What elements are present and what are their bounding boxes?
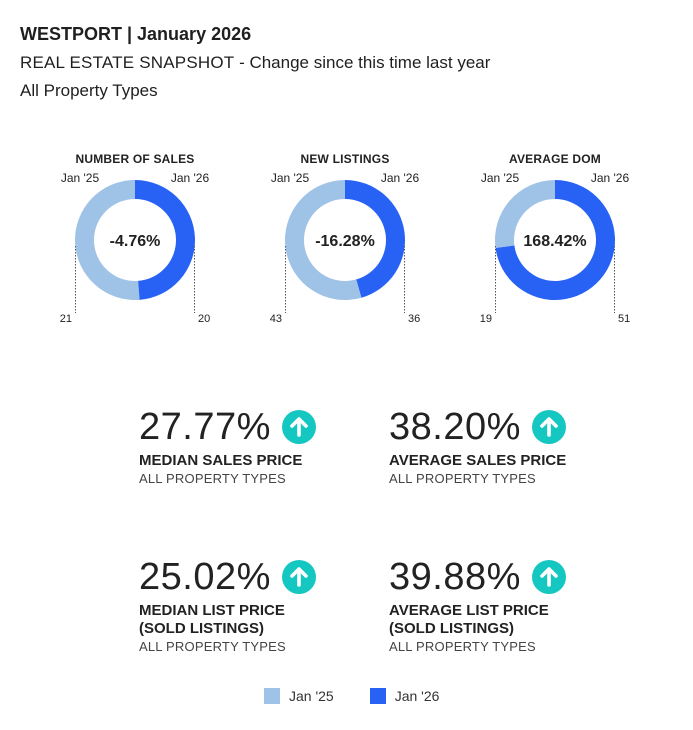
kpi-value: 39.88% — [389, 556, 521, 598]
property-type-line: All Property Types — [20, 81, 158, 100]
donut-title: AVERAGE DOM — [509, 152, 601, 166]
donut-svg: Jan '25 Jan '26 21 20 -4.76% — [60, 171, 211, 325]
value-label-prior: 19 — [480, 313, 492, 325]
value-label-current: 51 — [618, 313, 630, 325]
donut-center-label: -4.76% — [110, 233, 161, 250]
arrow-up-icon — [281, 410, 316, 444]
donut-title: NUMBER OF SALES — [75, 152, 195, 166]
legend-item-current: Jan '26 — [369, 688, 440, 704]
donut-svg: Jan '25 Jan '26 19 51 168.42% — [480, 171, 631, 325]
kpi-label: MEDIAN LIST PRICE — [139, 602, 285, 619]
value-label-prior: 43 — [270, 313, 282, 325]
legend-label: Jan '25 — [289, 688, 334, 704]
kpi-sub: ALL PROPERTY TYPES — [389, 471, 536, 486]
period-label-current: Jan '26 — [381, 171, 420, 185]
kpi-value: 27.77% — [139, 406, 271, 448]
value-label-current: 20 — [198, 313, 210, 325]
period-label-prior: Jan '25 — [271, 171, 310, 185]
donut-title: NEW LISTINGS — [300, 152, 390, 166]
kpi-sub: ALL PROPERTY TYPES — [139, 639, 286, 654]
legend-label: Jan '26 — [394, 688, 440, 704]
donut-chart-listings: NEW LISTINGS Jan '25 Jan '26 43 36 -16.28% — [245, 150, 445, 330]
arrow-up-icon — [281, 560, 316, 594]
kpi-median-sales-price: 27.77% MEDIAN SALES PRICE ALL PROPERTY T… — [139, 405, 317, 487]
kpi-median-list-price: 25.02% MEDIAN LIST PRICE (SOLD LISTINGS)… — [139, 555, 317, 655]
kpi-label: MEDIAN SALES PRICE — [139, 452, 303, 469]
donut-center-label: 168.42% — [523, 233, 586, 250]
page-title: WESTPORT | January 2026 — [20, 24, 252, 44]
period-label-prior: Jan '25 — [61, 171, 100, 185]
kpi-sub: ALL PROPERTY TYPES — [389, 639, 536, 654]
donut-slice-prior — [74, 180, 140, 300]
kpi-label: AVERAGE SALES PRICE — [389, 452, 567, 469]
value-label-current: 36 — [408, 313, 420, 325]
kpi-label-line2: (SOLD LISTINGS) — [139, 620, 264, 637]
legend-swatch — [264, 688, 280, 704]
page-subtitle: REAL ESTATE SNAPSHOT - Change since this… — [20, 51, 490, 75]
kpi-label: AVERAGE LIST PRICE — [389, 602, 549, 619]
donut-svg: Jan '25 Jan '26 43 36 -16.28% — [270, 171, 421, 325]
kpi-label-line2: (SOLD LISTINGS) — [389, 620, 514, 637]
value-label-prior: 21 — [60, 313, 72, 325]
kpi-average-sales-price: 38.20% AVERAGE SALES PRICE ALL PROPERTY … — [389, 405, 567, 487]
kpi-value: 25.02% — [139, 556, 271, 598]
period-label-current: Jan '26 — [591, 171, 630, 185]
donut-slice-current — [495, 180, 615, 300]
donut-chart-sales: NUMBER OF SALES Jan '25 Jan '26 21 20 -4.76% — [35, 150, 235, 330]
donut-slice-prior — [285, 180, 362, 300]
kpi-sub: ALL PROPERTY TYPES — [139, 471, 286, 486]
arrow-up-icon — [531, 560, 566, 594]
donut-chart-dom: AVERAGE DOM Jan '25 Jan '26 19 51 168.42% — [455, 150, 655, 330]
kpi-average-list-price: 39.88% AVERAGE LIST PRICE (SOLD LISTINGS… — [389, 555, 567, 655]
subtitle-main: REAL ESTATE SNAPSHOT — [20, 53, 235, 72]
period-label-prior: Jan '25 — [481, 171, 520, 185]
kpi-value: 38.20% — [389, 406, 521, 448]
subtitle-rest: - Change since this time last year — [234, 53, 491, 72]
arrow-up-icon — [531, 410, 566, 444]
legend-swatch — [369, 688, 386, 704]
report-header: WESTPORT | January 2026 REAL ESTATE SNAP… — [20, 22, 490, 103]
period-label-current: Jan '26 — [171, 171, 210, 185]
legend-item-prior: Jan '25 — [264, 688, 334, 704]
donut-slice-prior — [495, 180, 555, 249]
donut-slice-current — [345, 180, 405, 298]
chart-legend: Jan '25 Jan '26 — [264, 688, 475, 704]
donut-slice-current — [135, 180, 196, 300]
donut-center-label: -16.28% — [315, 233, 375, 250]
